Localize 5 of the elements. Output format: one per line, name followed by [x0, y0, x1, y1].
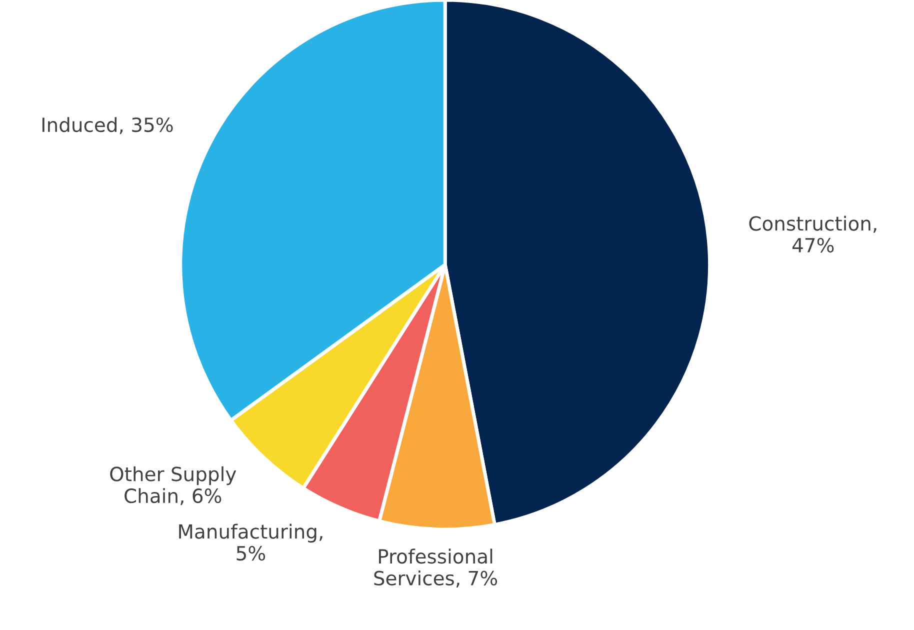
- slice-label: Professional Services, 7%: [374, 548, 498, 588]
- slice-label: Manufacturing, 5%: [179, 524, 322, 561]
- slice-label: Construction, 47%: [749, 216, 876, 253]
- slice-label: Induced, 35%: [42, 117, 173, 134]
- slice-label: Other Supply Chain, 6%: [110, 466, 236, 506]
